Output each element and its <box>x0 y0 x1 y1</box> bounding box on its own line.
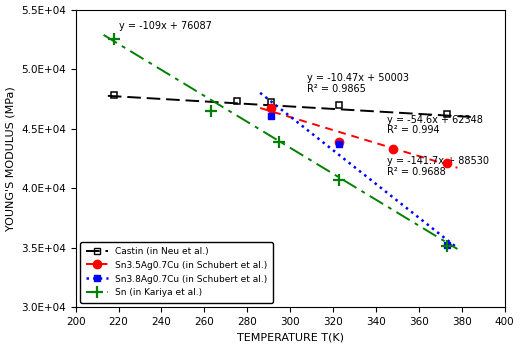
X-axis label: TEMPERATURE T(K): TEMPERATURE T(K) <box>237 332 344 342</box>
Text: R² = 0.994: R² = 0.994 <box>387 125 439 135</box>
Text: y = -10.47x + 50003: y = -10.47x + 50003 <box>307 73 409 83</box>
Text: R² = 0.9688: R² = 0.9688 <box>387 167 446 177</box>
Text: y = -109x + 76087: y = -109x + 76087 <box>119 21 212 31</box>
Text: y = -141.7x + 88530: y = -141.7x + 88530 <box>387 156 489 166</box>
Legend: Castin (in Neu et al.), Sn3.5Ag0.7Cu (in Schubert et al.), Sn3.8Ag0.7Cu (in Schu: Castin (in Neu et al.), Sn3.5Ag0.7Cu (in… <box>80 242 273 303</box>
Text: R² = 0.9865: R² = 0.9865 <box>307 84 366 94</box>
Text: y = -54.6x + 62348: y = -54.6x + 62348 <box>387 114 483 125</box>
Y-axis label: YOUNG'S MODULUS (MPa): YOUNG'S MODULUS (MPa) <box>6 86 16 231</box>
